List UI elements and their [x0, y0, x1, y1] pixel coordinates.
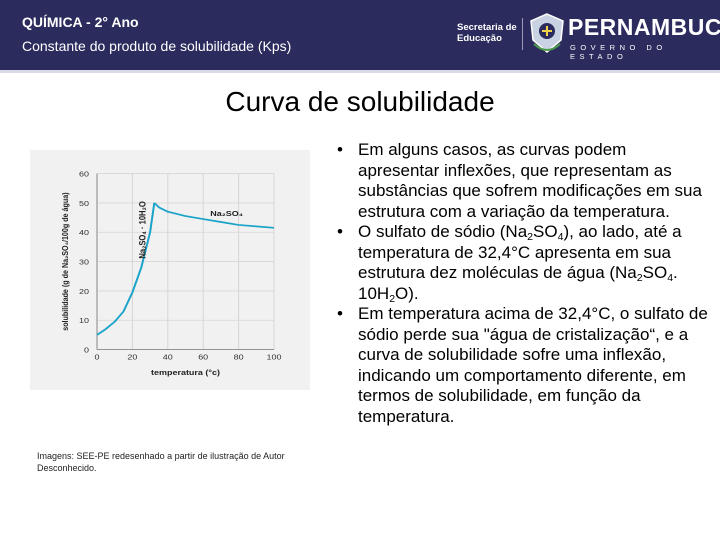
- bullet-subscript: 2: [636, 272, 643, 285]
- slide-title: Curva de solubilidade: [225, 86, 495, 117]
- y-tick-label: 20: [79, 287, 89, 296]
- bullet-text: O sulfato de sódio (Na: [358, 222, 528, 241]
- series-label: Na₂SO₄: [210, 209, 243, 218]
- x-axis-title: temperatura (°c): [151, 368, 220, 377]
- bullet-text: SO: [642, 263, 668, 282]
- state-subtitle: GOVERNO DO ESTADO: [570, 43, 667, 61]
- x-tick-label: 0: [94, 352, 99, 361]
- bullet-list: Em alguns casos, as curvas podem apresen…: [330, 140, 710, 427]
- bullet-text: . 10H: [358, 263, 678, 303]
- solubility-chart: 0 10 20 30 40 50 60 0 20 40 60 80 100 Na₂SO₄ · 10H₂O N…: [30, 150, 310, 390]
- state-emblem-icon: [530, 13, 564, 53]
- image-credit: Imagens: SEE-PE redesenhado a partir de …: [37, 451, 285, 473]
- x-tick-label: 20: [127, 352, 137, 361]
- bullet-text: Em temperatura acima de 32,4°C, o sulfat…: [358, 304, 708, 426]
- series-label: Na₂SO₄ · 10H₂O: [137, 201, 148, 259]
- y-tick-label: 10: [79, 316, 89, 325]
- header-underline: [0, 70, 720, 73]
- secretaria-label: Secretaria de Educação: [457, 22, 517, 44]
- bullet-subscript: 4: [667, 272, 674, 285]
- y-tick-label: 60: [79, 169, 89, 178]
- y-tick-label: 50: [79, 199, 89, 208]
- series-line: [153, 202, 275, 229]
- y-tick-label: 30: [79, 257, 89, 266]
- bullet-subscript: 4: [557, 231, 564, 244]
- chart-canvas: 0 10 20 30 40 50 60 0 20 40 60 80 100 Na₂SO₄ · 10H₂O N…: [60, 169, 282, 377]
- bullet-text: O).: [395, 283, 419, 303]
- state-name: PERNAMBUCO: [568, 14, 720, 40]
- y-tick-label: 0: [84, 345, 89, 354]
- course-title: QUÍMICA - 2° Ano: [22, 14, 139, 30]
- bullet-text: Em alguns casos, as curvas podem apresen…: [358, 140, 702, 221]
- x-tick-label: 60: [198, 352, 208, 361]
- course-subtitle: Constante do produto de solubilidade (Kp…: [22, 38, 292, 54]
- bullet-item: O sulfato de sódio (Na2SO4), ao lado, at…: [330, 222, 710, 304]
- y-tick-label: 40: [79, 228, 89, 237]
- x-tick-label: 100: [267, 352, 282, 361]
- bullet-text: SO: [533, 222, 558, 241]
- header-bar: QUÍMICA - 2° Ano Constante do produto de…: [0, 0, 720, 70]
- logo-divider: [522, 18, 523, 50]
- secretaria-line-1: Secretaria de: [457, 22, 517, 33]
- x-tick-label: 40: [163, 352, 173, 361]
- x-tick-label: 80: [234, 352, 244, 361]
- bullet-subscript: 2: [527, 231, 534, 244]
- bullet-item: Em alguns casos, as curvas podem apresen…: [330, 140, 710, 222]
- bullet-item: Em temperatura acima de 32,4°C, o sulfat…: [330, 304, 710, 427]
- bullet-subscript: 2: [389, 292, 396, 305]
- secretaria-line-2: Educação: [457, 33, 502, 44]
- series-line: [96, 202, 156, 336]
- bullet-text: ), ao lado, até a temperatura de 32,4°C …: [358, 222, 682, 282]
- y-axis-title: solubilidade (g de Na₂SO₄/100g de água): [60, 192, 70, 331]
